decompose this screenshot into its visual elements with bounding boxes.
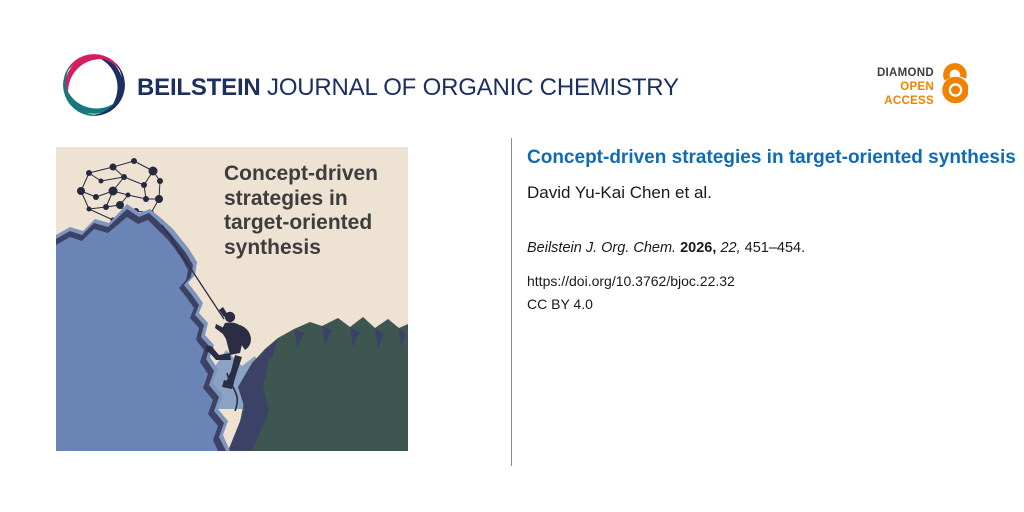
citation-volume: 22, — [720, 240, 741, 256]
climber-figure — [205, 307, 251, 389]
diamond-open-access-badge: DIAMOND OPEN ACCESS — [858, 62, 968, 108]
journal-name-rest: JOURNAL OF ORGANIC CHEMISTRY — [267, 74, 679, 101]
beilstein-logo-icon — [63, 54, 125, 116]
journal-name-beilstein: BEILSTEIN — [137, 74, 261, 101]
open-lock-icon — [942, 63, 968, 104]
citation-journal: Beilstein J. Org. Chem. — [527, 240, 677, 256]
article-info: Concept-driven strategies in target-orie… — [527, 140, 1022, 312]
oa-access-label: ACCESS — [884, 95, 934, 107]
article-authors: David Yu-Kai Chen et al. — [527, 183, 712, 202]
article-citation: Beilstein J. Org. Chem. 2026, 22, 451–45… — [527, 240, 1022, 256]
oa-open-label: OPEN — [900, 81, 934, 93]
green-mountain — [228, 317, 408, 451]
license-label: CC BY 4.0 — [527, 296, 593, 312]
graphical-abstract: Concept-driven strategies in target-orie… — [56, 147, 408, 451]
citation-pages: 451–454. — [744, 240, 806, 256]
oa-diamond-label: DIAMOND — [876, 67, 934, 79]
citation-year: 2026, — [680, 240, 717, 256]
doi-link[interactable]: https://doi.org/10.3762/bjoc.22.32 — [527, 273, 735, 289]
article-title: Concept-driven strategies in target-orie… — [527, 147, 1016, 168]
open-access-labels: DIAMOND OPEN ACCESS — [858, 62, 934, 108]
rope — [161, 224, 239, 412]
abstract-scene — [56, 147, 408, 451]
blue-mountain — [56, 204, 230, 451]
abstract-title: Concept-driven strategies in target-orie… — [224, 162, 379, 259]
journal-name: BEILSTEIN JOURNAL OF ORGANIC CHEMISTRY — [137, 74, 679, 102]
divider — [511, 138, 512, 466]
